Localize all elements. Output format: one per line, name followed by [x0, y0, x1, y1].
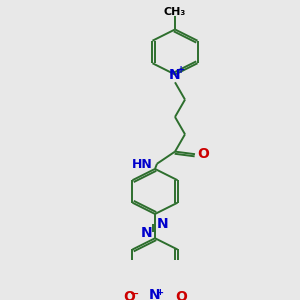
Text: CH₃: CH₃	[164, 7, 186, 17]
Text: −: −	[130, 289, 140, 299]
Text: N: N	[141, 226, 153, 240]
Text: O: O	[175, 290, 187, 300]
Text: HN: HN	[132, 158, 153, 171]
Text: N: N	[157, 218, 169, 231]
Text: N: N	[169, 68, 181, 82]
Text: +: +	[157, 288, 164, 297]
Text: N: N	[149, 288, 161, 300]
Text: O: O	[197, 147, 209, 161]
Text: O: O	[123, 290, 135, 300]
Text: +: +	[177, 65, 185, 75]
